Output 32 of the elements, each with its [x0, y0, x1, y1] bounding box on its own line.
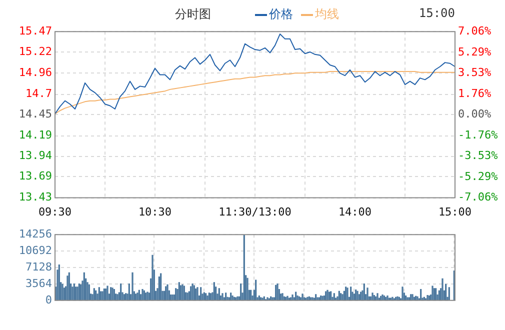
y2-tick-label: -5.29%: [458, 170, 498, 183]
y-tick-label: 13.69: [18, 169, 52, 182]
chart-title: 分时图: [175, 6, 211, 23]
y2-tick-label: 7.06%: [458, 24, 492, 38]
y2-tick-label: -1.76%: [458, 128, 498, 142]
x-tick-label: 10:30: [138, 205, 172, 218]
y-tick-label: 15.47: [18, 24, 52, 38]
y-tick-label: 0: [45, 293, 52, 306]
y2-tick-label: 3.53%: [458, 66, 492, 80]
y-tick-label: 14.45: [18, 108, 52, 121]
x-tick-label: 11:30/13:00: [218, 205, 292, 218]
y-tick-label: 3564: [26, 276, 52, 290]
legend-label: 均线: [314, 7, 339, 21]
y2-tick-label: -7.06%: [458, 190, 498, 204]
y2-tick-label: 0.00%: [458, 108, 492, 121]
x-tick-label: 14:00: [338, 205, 372, 218]
y-tick-label: 14.19: [18, 128, 52, 142]
y-tick-label: 7128: [26, 260, 52, 274]
y-tick-label: 14.7: [26, 87, 52, 100]
y-tick-label: 13.43: [18, 190, 52, 204]
y-tick-label: 15.22: [18, 44, 52, 58]
y-tick-label: 14256: [18, 227, 52, 240]
y-tick-label: 14.96: [18, 66, 52, 80]
y2-tick-label: -3.53%: [458, 149, 498, 162]
y2-tick-label: 1.76%: [458, 86, 492, 100]
y2-tick-label: 5.29%: [458, 45, 492, 58]
legend-label: 价格: [268, 7, 293, 21]
y-tick-label: 13.94: [18, 149, 52, 162]
y-tick-label: 10692: [18, 244, 52, 257]
x-tick-label: 09:30: [38, 205, 72, 218]
x-tick-label: 15:00: [438, 205, 472, 218]
text: 15:00: [418, 6, 455, 20]
